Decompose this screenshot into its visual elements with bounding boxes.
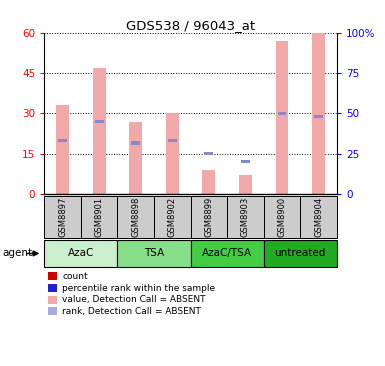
Bar [56,105,69,194]
Bar [314,115,323,118]
Text: GSM8900: GSM8900 [278,197,286,237]
Text: agent: agent [2,249,32,258]
Bar [203,170,215,194]
Text: TSA: TSA [144,249,164,258]
Text: AzaC: AzaC [68,249,94,258]
Text: GSM8897: GSM8897 [58,197,67,237]
Bar [117,240,191,267]
Bar [168,139,177,142]
Bar [227,196,264,238]
Bar [264,240,337,267]
Text: GSM8898: GSM8898 [131,197,140,237]
Text: untreated: untreated [275,249,326,258]
Bar [93,68,105,194]
Bar [300,196,337,238]
Title: GDS538 / 96043_at: GDS538 / 96043_at [126,19,255,32]
Text: AzaC/TSA: AzaC/TSA [202,249,252,258]
Bar [204,152,213,155]
Text: GSM8902: GSM8902 [168,197,177,237]
Bar [129,122,142,194]
Bar [278,112,286,115]
Text: value, Detection Call = ABSENT: value, Detection Call = ABSENT [62,295,206,304]
Bar [44,196,81,238]
Bar [239,175,252,194]
Bar [154,196,191,238]
Bar [312,33,325,194]
Text: GSM8903: GSM8903 [241,197,250,237]
Bar [241,160,250,163]
Text: count: count [62,272,88,281]
Bar [276,41,288,194]
Text: GSM8904: GSM8904 [314,197,323,237]
Text: GSM8901: GSM8901 [95,197,104,237]
Bar [191,196,227,238]
Bar [191,240,264,267]
Text: GSM8899: GSM8899 [204,197,213,237]
Bar [264,196,300,238]
Text: percentile rank within the sample: percentile rank within the sample [62,284,216,292]
Bar [58,139,67,142]
Bar [166,113,179,194]
Bar [44,240,117,267]
Bar [131,141,140,145]
Bar [81,196,117,238]
Bar [117,196,154,238]
Bar [95,120,104,123]
Text: rank, Detection Call = ABSENT: rank, Detection Call = ABSENT [62,307,201,316]
